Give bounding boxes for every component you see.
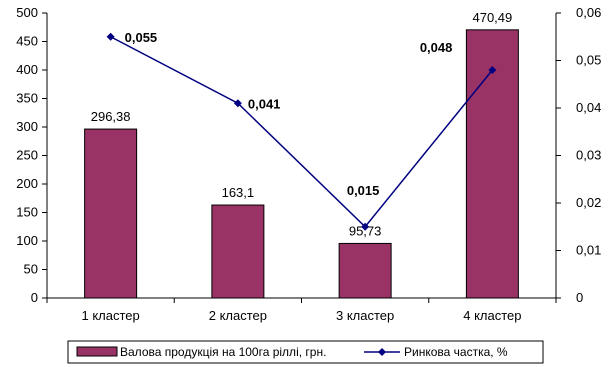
bar: [465, 29, 519, 299]
bar: [211, 204, 265, 299]
x-tick-label: 4 кластер: [463, 308, 521, 323]
line-point: [488, 66, 497, 74]
right-tick-label: 0,01: [576, 243, 601, 258]
line-point: [233, 99, 242, 108]
left-tick-label: 100: [16, 233, 38, 248]
line-point: [106, 32, 115, 41]
left-tick-label: 300: [16, 119, 38, 134]
right-tick-label: 0,03: [576, 148, 601, 163]
legend-line-label: Ринкова частка, %: [404, 345, 508, 359]
line-series: 0,055 0,041 0,015 0,048: [106, 30, 497, 231]
line-data-label: 0,055: [125, 30, 158, 45]
left-tick-label: 0: [31, 290, 38, 305]
bar-series: 296,38 163,1 95,73 470,49: [84, 10, 519, 299]
legend: Валова продукція на 100га ріллі, грн. Рин…: [67, 340, 544, 364]
left-tick-label: 450: [16, 34, 38, 49]
bar-data-label: 95,73: [349, 223, 382, 238]
left-tick-label: 350: [16, 91, 38, 106]
line-path: [110, 36, 493, 228]
right-tick-label: 0,05: [576, 53, 601, 68]
x-axis: 1 кластер 2 кластер 3 кластер 4 кластер: [46, 297, 557, 323]
right-tick-label: 0,06: [576, 5, 601, 20]
right-tick-label: 0,02: [576, 195, 601, 210]
left-tick-label: 50: [24, 262, 38, 277]
legend-line-marker: [378, 348, 386, 356]
left-tick-label: 150: [16, 205, 38, 220]
bar-data-label: 470,49: [472, 10, 512, 25]
left-y-axis: 0 50 100 150 200 250 300 350 400 450 500: [16, 5, 48, 305]
bar-data-label: 296,38: [91, 109, 131, 124]
left-tick-label: 200: [16, 176, 38, 191]
line-data-label: 0,015: [347, 183, 380, 198]
left-tick-label: 400: [16, 62, 38, 77]
right-tick-label: 0: [576, 290, 583, 305]
legend-box: [67, 340, 544, 364]
x-tick-label: 2 кластер: [209, 308, 267, 323]
line-point: [361, 222, 370, 231]
x-tick-label: 1 кластер: [81, 308, 139, 323]
legend-bar-label: Валова продукція на 100га ріллі, грн.: [120, 345, 326, 359]
bar: [84, 128, 138, 299]
right-y-axis: 0 0,01 0,02 0,03 0,04 0,05 0,06: [555, 5, 601, 305]
x-tick-label: 3 кластер: [336, 308, 394, 323]
legend-bar-swatch: [76, 346, 118, 357]
line-data-label: 0,048: [420, 40, 453, 55]
bar-data-label: 163,1: [222, 185, 255, 200]
bar: [338, 242, 392, 299]
line-data-label: 0,041: [248, 96, 281, 111]
right-tick-label: 0,04: [576, 100, 601, 115]
left-tick-label: 500: [16, 5, 38, 20]
left-tick-label: 250: [16, 148, 38, 163]
